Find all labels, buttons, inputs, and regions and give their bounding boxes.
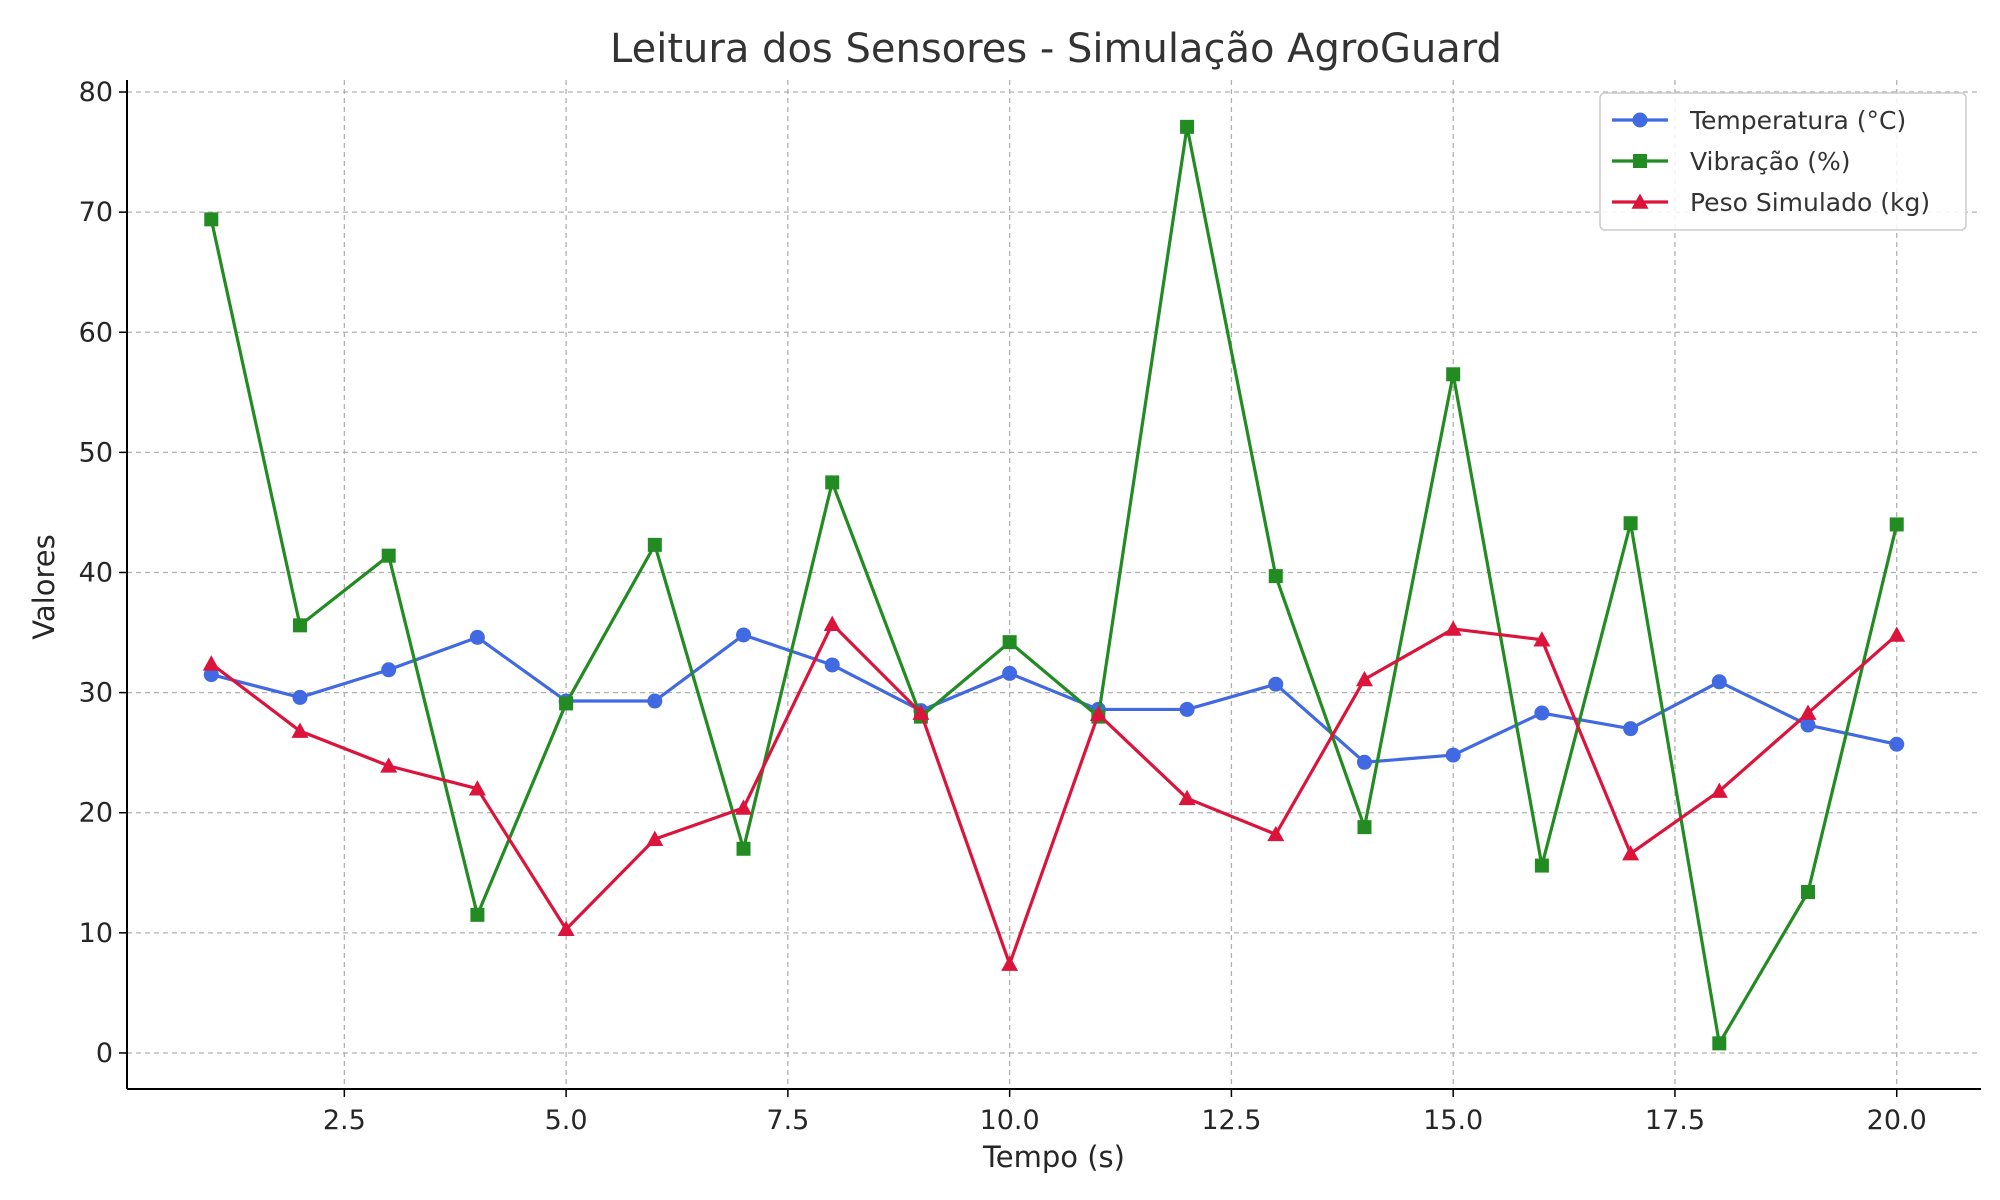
legend-marker [1631, 193, 1649, 209]
data-point [824, 657, 840, 673]
data-point [1533, 631, 1551, 647]
y-tick-label: 70 [79, 197, 113, 228]
legend-marker [1633, 154, 1647, 168]
data-point [1800, 717, 1816, 733]
data-point [381, 662, 397, 678]
data-point [1357, 820, 1372, 835]
series-2 [204, 119, 1904, 1051]
data-point [1356, 754, 1372, 770]
chart-title: Leitura dos Sensores - Simulação AgroGua… [610, 26, 1502, 72]
legend-label: Vibração (%) [1690, 147, 1851, 176]
data-point [1888, 626, 1906, 642]
data-point [1534, 858, 1549, 873]
data-point [1268, 569, 1283, 584]
data-point [736, 627, 752, 643]
legend-label: Temperatura (°C) [1689, 106, 1906, 135]
data-point [736, 841, 751, 856]
series-group [202, 119, 1906, 1051]
data-point [1089, 705, 1107, 722]
data-point [291, 722, 309, 738]
data-point [1446, 367, 1461, 382]
x-tick-label: 7.5 [766, 1105, 809, 1136]
series-line [209, 125, 1899, 1045]
data-point [381, 548, 396, 563]
data-point [735, 799, 753, 815]
series-1 [203, 627, 1905, 770]
legend-marker [1632, 112, 1648, 128]
y-tick-label: 40 [79, 557, 113, 588]
legend: Temperatura (°C) Vibração (%) Peso Simulad… [1599, 92, 1967, 231]
data-point [1002, 635, 1017, 650]
series-line [210, 622, 1898, 966]
x-tick-label: 2.5 [323, 1105, 366, 1136]
data-point [559, 696, 574, 711]
x-tick-label: 15.0 [1423, 1105, 1483, 1136]
series-3 [202, 615, 1906, 971]
data-point [647, 693, 663, 709]
data-point [1711, 674, 1727, 690]
legend-box [1599, 92, 1967, 231]
data-point [646, 830, 664, 846]
legend-entry: Temperatura (°C) [1612, 106, 1906, 135]
data-point [1889, 517, 1904, 532]
data-point [1178, 789, 1196, 806]
data-point [1179, 701, 1195, 717]
data-point [202, 655, 220, 671]
y-tick-label: 60 [79, 317, 113, 348]
data-point [1445, 747, 1461, 763]
data-point [1267, 825, 1285, 842]
legend-entry: Vibração (%) [1612, 147, 1851, 176]
legend-label: Peso Simulado (kg) [1690, 188, 1930, 217]
axes [126, 80, 1981, 1090]
y-tick-label: 80 [79, 77, 113, 108]
y-tick-label: 0 [96, 1038, 113, 1069]
data-point [912, 704, 930, 720]
y-tick-label: 20 [79, 798, 113, 829]
x-tick-label: 17.5 [1645, 1105, 1705, 1136]
y-tick-label: 50 [79, 437, 113, 468]
data-point [1444, 620, 1462, 636]
data-point [1622, 845, 1640, 861]
series-line [210, 633, 1898, 764]
data-point [1355, 670, 1373, 687]
x-axis-label: Tempo (s) [982, 1140, 1125, 1174]
data-point [204, 212, 219, 227]
data-point [1534, 705, 1550, 721]
data-point [1002, 665, 1018, 681]
data-point [1001, 955, 1019, 971]
x-tick-label: 12.5 [1201, 1105, 1261, 1136]
data-point [647, 537, 662, 552]
data-point [1710, 782, 1728, 798]
data-point [1799, 704, 1817, 720]
y-axis-label: Valores [27, 534, 61, 639]
data-point [1268, 676, 1284, 692]
data-point [1889, 736, 1905, 752]
y-tick-label: 30 [79, 678, 113, 709]
data-point [1623, 721, 1639, 737]
data-point [1623, 516, 1638, 531]
ticks: 2.5 5.0 7.5 10.0 12.5 15.0 17.5 20.0 0 10 20 30 40 50… [79, 77, 1927, 1136]
x-tick-label: 5.0 [545, 1105, 588, 1136]
y-tick-label: 10 [79, 918, 113, 949]
data-point [203, 667, 219, 683]
legend-entry: Peso Simulado (kg) [1612, 188, 1930, 217]
data-point [469, 629, 485, 645]
grid [127, 80, 1981, 1089]
data-point [825, 475, 840, 490]
data-point [1712, 1036, 1727, 1051]
data-point [557, 920, 575, 937]
data-point [1180, 119, 1195, 134]
data-point [292, 618, 307, 633]
data-point [1801, 885, 1816, 900]
data-point [292, 689, 308, 705]
data-point [380, 757, 398, 773]
data-point [468, 780, 486, 796]
x-tick-label: 20.0 [1867, 1105, 1927, 1136]
data-point [470, 907, 485, 922]
x-tick-label: 10.0 [980, 1105, 1040, 1136]
data-point [823, 615, 841, 631]
